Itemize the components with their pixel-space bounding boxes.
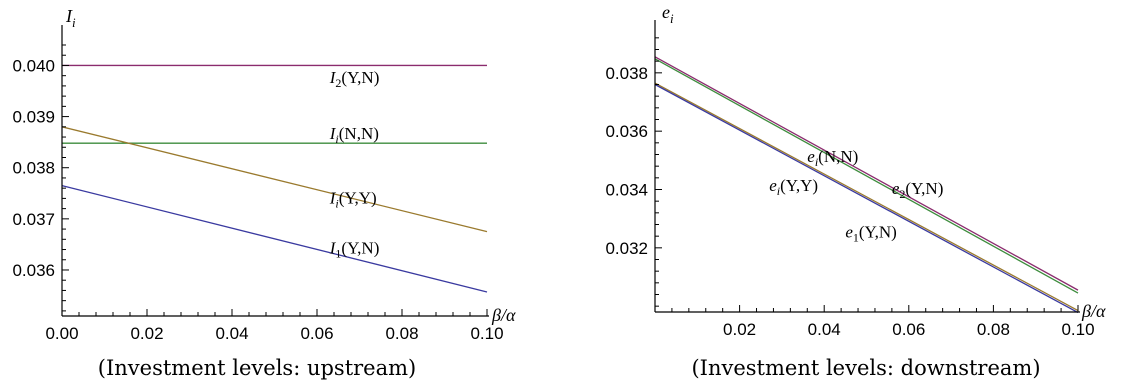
series-line-e1(Y,N) [654, 83, 1079, 314]
x-axis-label: β/α [1081, 301, 1106, 321]
downstream-chart: 0.02 0.04 0.06 0.08 0.10 0.032 0.034 0.036 0.038… [605, 2, 1106, 380]
series-line-e2(Y,N) [654, 56, 1079, 291]
x-axis-label: β/α [491, 305, 516, 325]
series-line-I1(Y,N) [61, 184, 488, 293]
y-tick-label: 0.039 [12, 108, 55, 127]
x-tick-label: 0.02 [723, 320, 756, 339]
series-line-ei(N,N) [654, 58, 1079, 294]
series-label-ei(Y,Y): ei(Y,Y) [769, 176, 818, 198]
series-label-I2(Y,N): I2(Y,N) [329, 68, 380, 90]
y-tick-label: 0.036 [12, 261, 55, 280]
x-tick-label: 0.10 [470, 324, 503, 343]
series-line-ei(Y,Y) [654, 82, 1079, 312]
x-tick-label: 0.06 [892, 320, 925, 339]
series-label-ei(N,N): ei(N,N) [807, 147, 858, 169]
y-tick-label: 0.034 [605, 181, 648, 200]
x-tick-label: 0.04 [808, 320, 841, 339]
x-tick-label: 0.00 [45, 324, 78, 343]
y-tick-label: 0.037 [12, 210, 55, 229]
series-label-Ii(Y,Y): Ii(Y,Y) [329, 189, 377, 211]
x-tick-label: 0.08 [977, 320, 1010, 339]
series-label-I1(Y,N): I1(Y,N) [329, 239, 380, 261]
x-tick-label: 0.10 [1061, 320, 1094, 339]
series-label-Ii(N,N): Ii(N,N) [329, 124, 379, 146]
series-line-Ii(Y,Y) [61, 126, 488, 233]
x-tick-label: 0.02 [130, 324, 163, 343]
x-tick-label: 0.06 [300, 324, 333, 343]
y-tick-label: 0.038 [605, 64, 648, 83]
y-tick-label: 0.040 [12, 56, 55, 75]
y-axis-label: ei [662, 2, 674, 26]
x-tick-label: 0.08 [385, 324, 418, 343]
series-label-e1(Y,N): e1(Y,N) [845, 223, 896, 245]
chart-caption: (Investment levels: upstream) [98, 356, 416, 380]
x-tick-label: 0.04 [215, 324, 248, 343]
y-tick-label: 0.036 [605, 122, 648, 141]
y-tick-label: 0.032 [605, 239, 648, 258]
y-tick-label: 0.038 [12, 159, 55, 178]
chart-caption: (Investment levels: downstream) [691, 356, 1040, 380]
y-axis-label: Ii [65, 6, 76, 30]
upstream-chart: 0.00 0.02 0.04 0.06 0.08 0.10 0.036 0.037 0.038 0… [12, 6, 516, 380]
series-label-e2(Y,N): e2(Y,N) [892, 179, 943, 201]
